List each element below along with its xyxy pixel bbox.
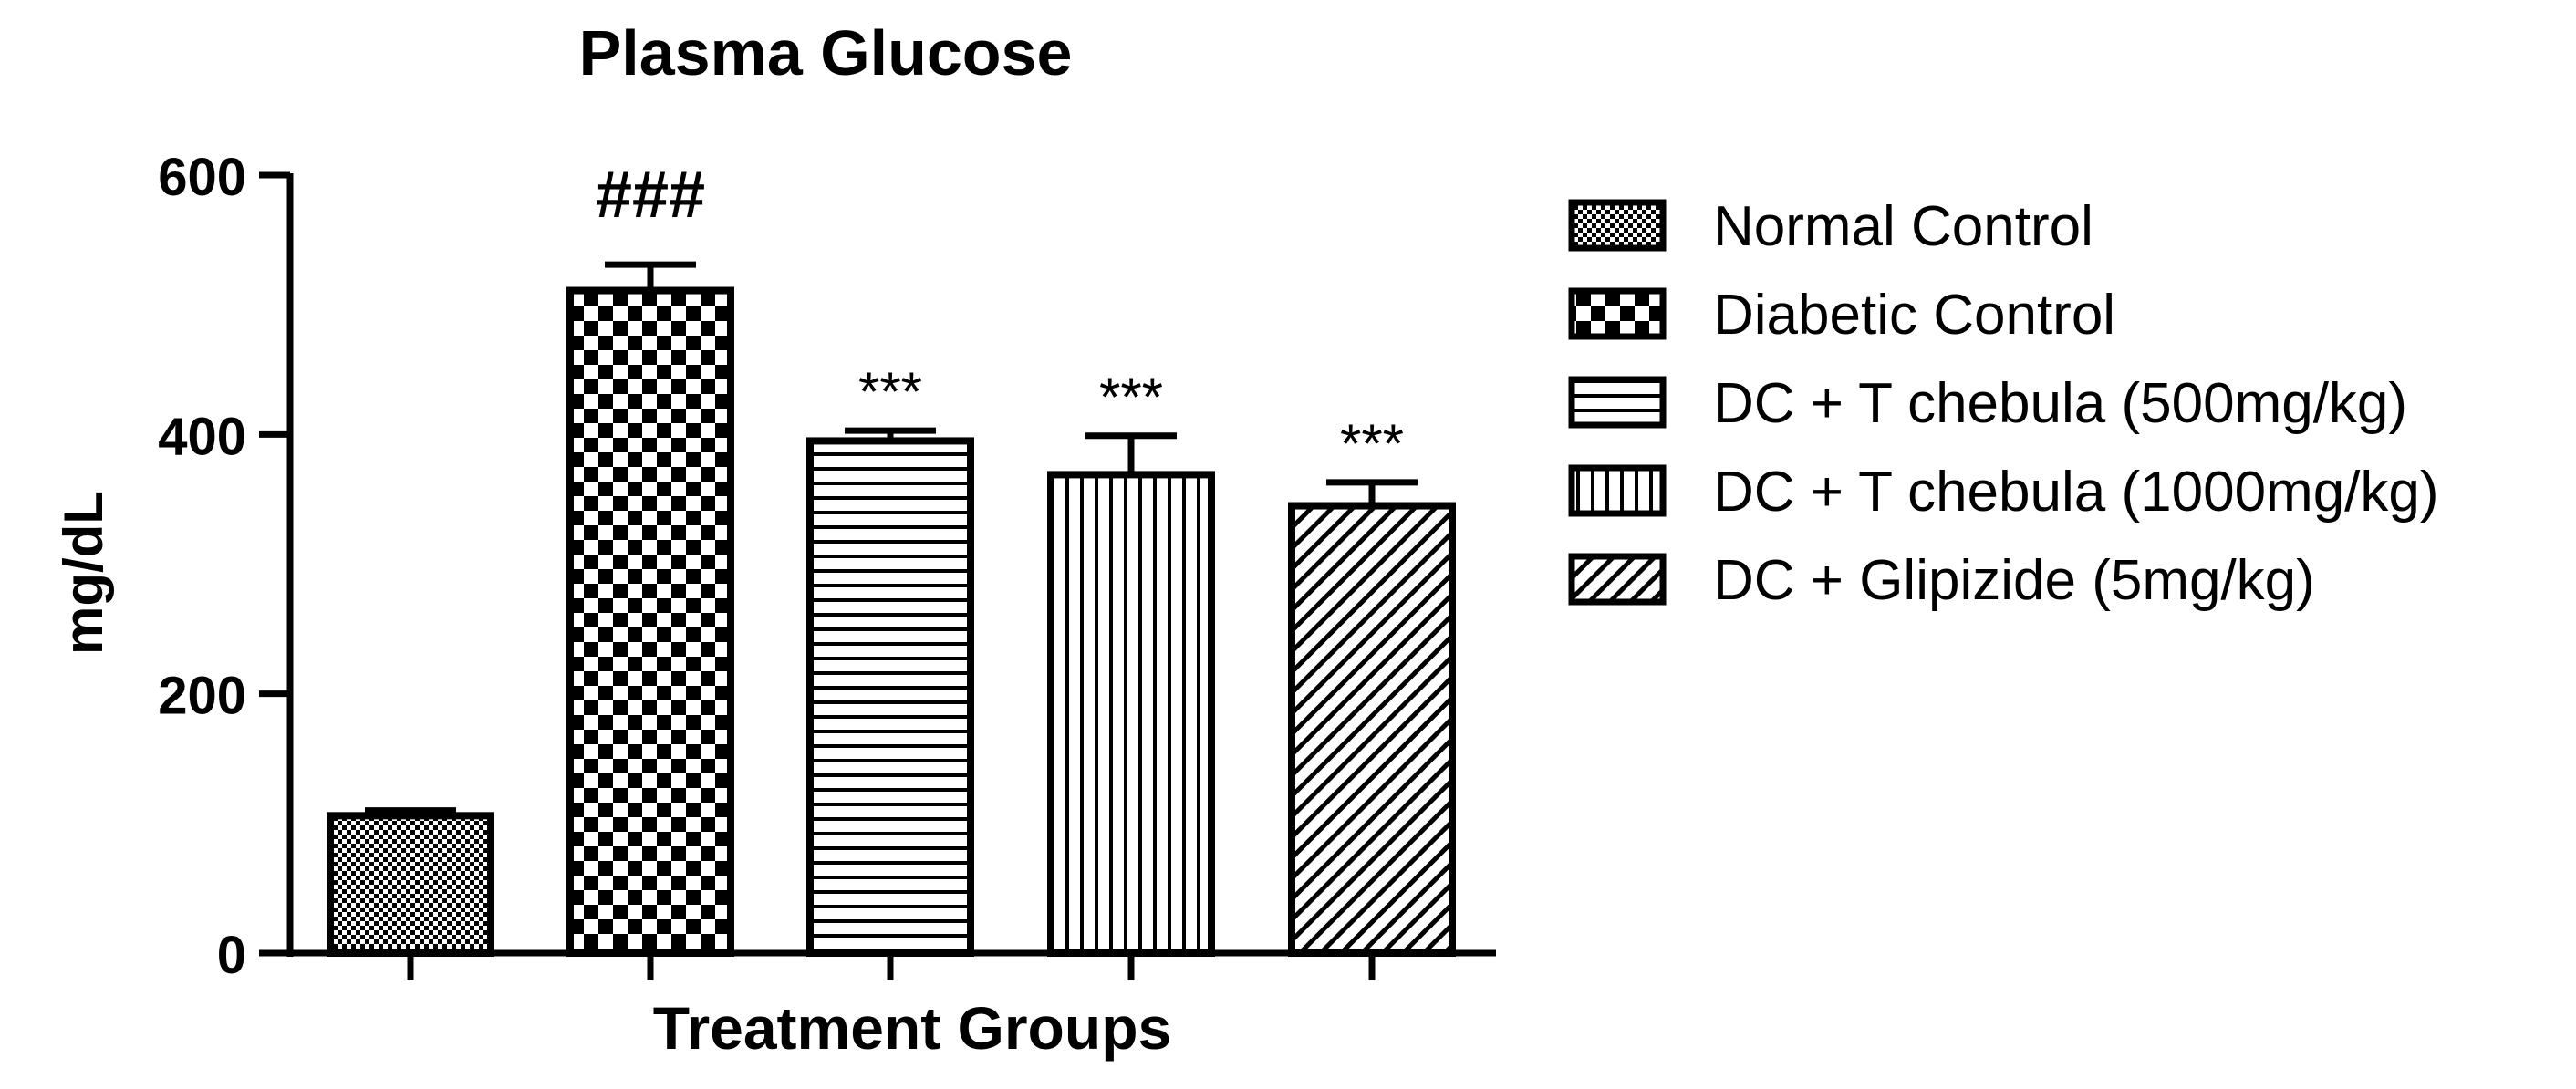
y-tick-label: 600 [158,148,246,207]
legend-label: DC + Glipizide (5mg/kg) [1713,549,2315,612]
significance-label: ### [596,159,705,232]
bar-group [327,807,494,980]
legend-label: Diabetic Control [1713,284,2115,347]
legend-swatch [1568,376,1667,429]
significance-label: *** [1340,413,1404,474]
legend-swatch [1568,199,1667,252]
bar-group: *** [1288,413,1456,980]
significance-label: *** [858,361,922,422]
legend-item: DC + Glipizide (5mg/kg) [1568,549,2315,612]
legend-swatch [1568,464,1667,517]
bars-group: ### *** *** *** [327,159,1456,980]
bar-group: *** [1047,367,1215,980]
legend-label: DC + T chebula (1000mg/kg) [1713,461,2439,524]
legend-label: Normal Control [1713,195,2093,258]
legend-label: DC + T chebula (500mg/kg) [1713,372,2407,435]
bar-group: *** [806,361,974,980]
legend-item: DC + T chebula (500mg/kg) [1568,372,2407,435]
bar [1047,471,1215,957]
y-axis-label: mg/dL [53,491,114,655]
legend-swatch [1568,553,1667,606]
bar [806,437,974,958]
y-tick-label: 200 [158,667,246,726]
y-tick-label: 400 [158,407,246,466]
legend-item: Normal Control [1568,195,2093,258]
chart-title: Plasma Glucose [579,17,1073,88]
bar [1288,502,1456,958]
bar-group: ### [566,159,734,980]
y-tick-label: 0 [217,926,246,985]
bar [566,286,734,957]
legend-item: DC + T chebula (1000mg/kg) [1568,461,2439,524]
legend-swatch [1568,287,1667,340]
x-axis-label: Treatment Groups [653,994,1171,1062]
legend: Normal Control Diabetic Control DC + T che… [1568,195,2439,612]
bar [327,812,494,958]
legend-item: Diabetic Control [1568,284,2115,347]
significance-label: *** [1099,367,1163,428]
